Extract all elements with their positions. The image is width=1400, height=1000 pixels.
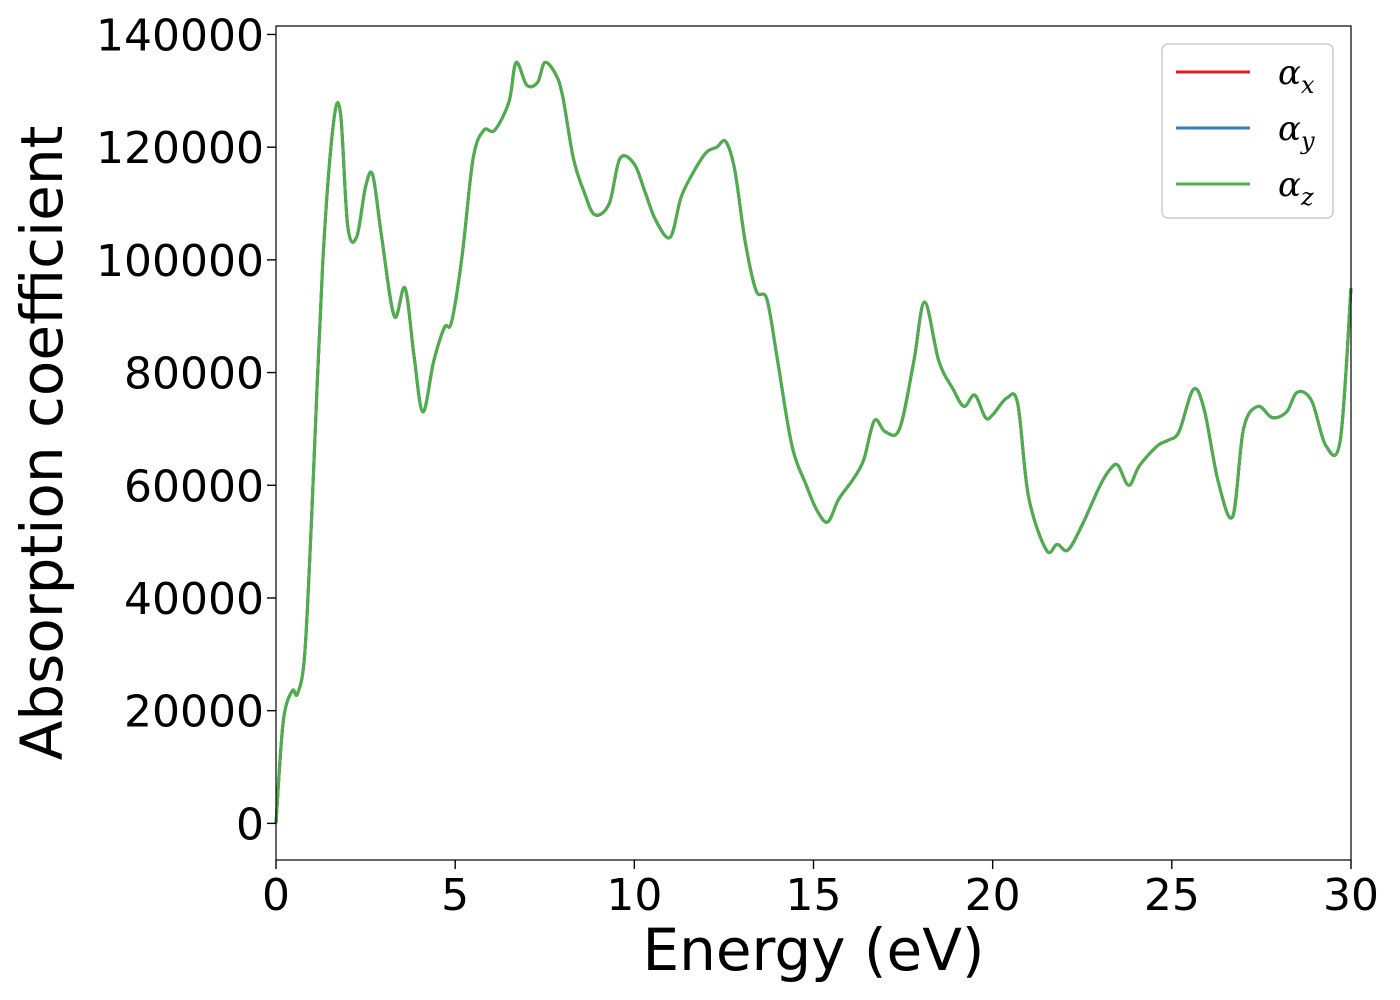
y-axis-ticks: 0 20000 40000 60000 80000 100000 120000 140000 [96, 10, 276, 850]
series-line---z [274, 60, 1353, 824]
y-tick-label: 20000 [124, 687, 264, 738]
x-tick-label: 15 [786, 870, 842, 921]
y-tick-label: 100000 [96, 236, 264, 287]
x-tick-label: 5 [441, 870, 469, 921]
legend-entry: αy [1278, 109, 1315, 155]
y-tick-label: 140000 [96, 10, 264, 61]
y-tick-label: 80000 [124, 349, 264, 400]
x-tick-label: 25 [1144, 870, 1200, 921]
y-tick-label: 120000 [96, 123, 264, 174]
x-axis-label: Energy (eV) [642, 916, 984, 984]
y-axis-label: Absorption coefficient [8, 126, 76, 761]
y-tick-label: 0 [236, 799, 264, 850]
x-axis-ticks: 0 5 10 15 20 25 30 [262, 860, 1379, 921]
legend-box [1161, 43, 1334, 219]
y-tick-label: 40000 [124, 574, 264, 625]
x-tick-label: 30 [1323, 870, 1379, 921]
legend-entry: αz [1278, 165, 1314, 211]
x-tick-label: 0 [262, 870, 290, 921]
x-tick-label: 20 [965, 870, 1021, 921]
series-layer [274, 60, 1353, 824]
y-tick-label: 60000 [124, 461, 264, 512]
x-tick-label: 10 [606, 870, 662, 921]
legend: αx αy αz [1161, 43, 1334, 219]
legend-entry: αx [1278, 53, 1315, 99]
